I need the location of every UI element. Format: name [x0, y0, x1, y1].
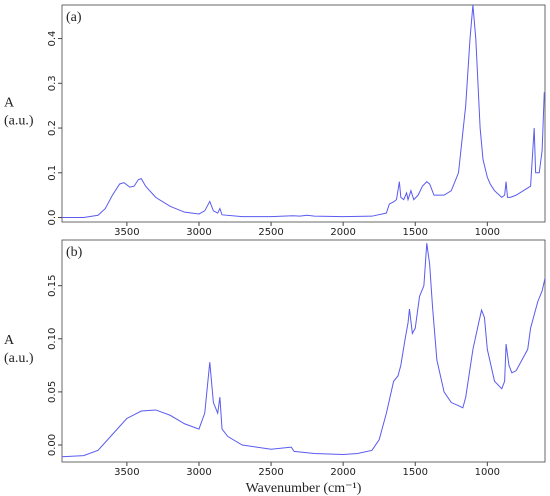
x-axis-label: Wavenumber (cm⁻¹): [246, 481, 362, 496]
spectrum-line: [62, 4, 545, 219]
panel-label: (b): [66, 245, 83, 260]
y-tick-label: 0.1: [47, 165, 58, 181]
y-tick-label: 0.4: [47, 31, 58, 47]
y-tick-label: 0.15: [47, 275, 58, 297]
x-tick-label: 2000: [330, 467, 355, 478]
y-axis-label: (a.u.): [4, 351, 34, 366]
x-tick-label: 1000: [475, 227, 500, 238]
y-axis-label: A: [4, 96, 15, 111]
y-axis-label: (a.u.): [4, 114, 34, 129]
y-tick-label: 0.0: [47, 210, 58, 226]
x-tick-label: 2500: [258, 227, 283, 238]
plot-frame: [61, 4, 546, 223]
panel-label: (a): [66, 10, 82, 25]
plot-frame: [61, 239, 546, 463]
y-tick-label: 0.05: [47, 381, 58, 403]
x-tick-label: 1500: [403, 227, 428, 238]
x-tick-label: 1500: [403, 467, 428, 478]
x-tick-label: 3500: [114, 467, 139, 478]
y-tick-label: 0.2: [47, 120, 58, 136]
x-tick-label: 2500: [258, 467, 283, 478]
x-tick-label: 2000: [330, 227, 355, 238]
spectrum-line: [61, 243, 546, 458]
y-axis-label: A: [4, 333, 15, 348]
x-tick-label: 3000: [186, 227, 211, 238]
y-tick-label: 0.10: [47, 328, 58, 350]
y-tick-label: 0.3: [47, 75, 58, 91]
x-tick-label: 3500: [114, 227, 139, 238]
y-tick-label: 0.00: [47, 434, 58, 456]
x-tick-label: 1000: [475, 467, 500, 478]
x-tick-label: 3000: [186, 467, 211, 478]
